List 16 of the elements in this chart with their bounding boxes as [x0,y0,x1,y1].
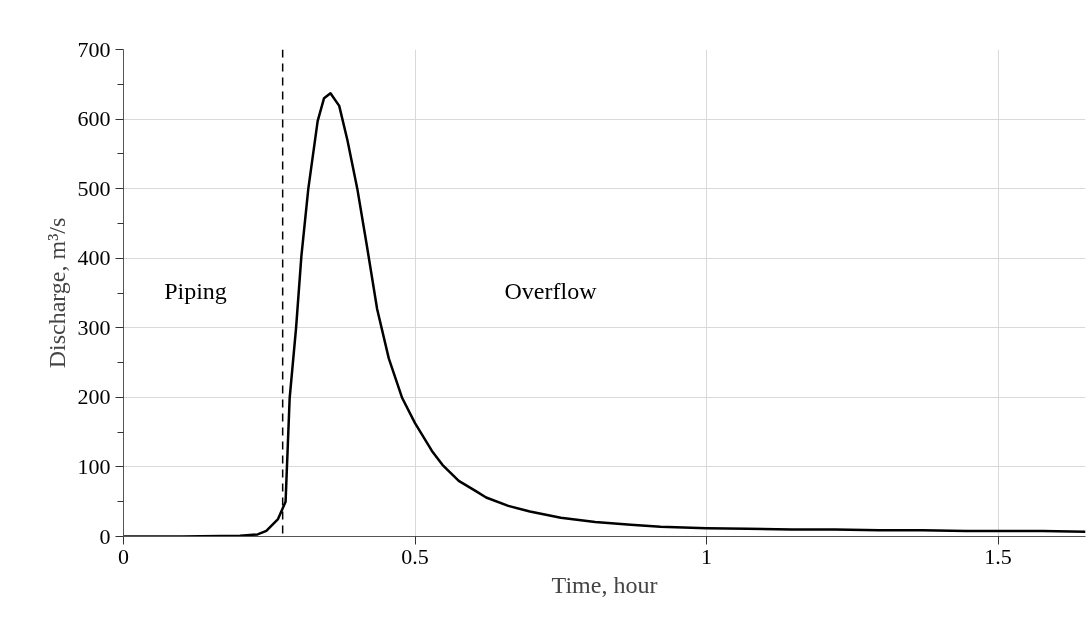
y-tick-label: 300 [77,314,111,340]
y-tick-label: 700 [77,36,111,62]
y-tick-label: 100 [77,453,111,479]
annotation: Piping [164,277,227,304]
x-tick-label: 0 [118,543,129,569]
y-axis-title: Discharge, m³/s [43,217,70,369]
x-axis-title: Time, hour [551,571,658,598]
y-tick-label: 0 [99,523,111,549]
y-tick-label: 600 [77,106,111,132]
y-tick-label: 500 [77,175,111,201]
y-tick-label: 200 [77,384,111,410]
x-tick-label: 1.5 [984,543,1012,569]
x-tick-label: 1 [701,543,713,569]
x-tick-label: 0.5 [401,543,429,569]
y-tick-label: 400 [77,245,111,271]
annotation: Overflow [504,277,598,304]
